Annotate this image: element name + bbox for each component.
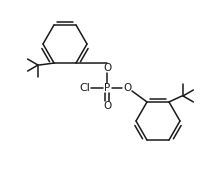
Text: O: O	[103, 63, 111, 73]
Text: O: O	[123, 83, 131, 93]
Text: P: P	[104, 83, 110, 93]
Text: O: O	[103, 101, 111, 111]
Text: Cl: Cl	[80, 83, 90, 93]
